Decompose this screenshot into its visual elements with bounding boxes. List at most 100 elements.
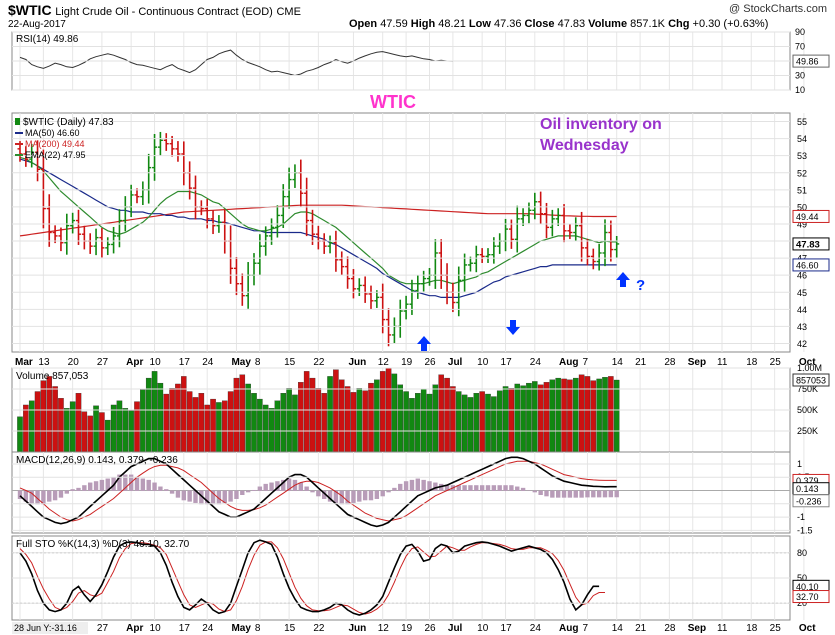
volume-bar [543,382,550,453]
macd-tick-label: 1 [797,459,802,469]
price-bar [239,273,245,306]
volume-bar [23,404,29,453]
bottom-x-axis: 2027Apr101724May81522Jun121926Jul101724A… [68,623,817,634]
macd-histogram-bar [602,490,608,498]
macd-histogram-bar [345,490,350,505]
macd-histogram-bar [433,482,438,492]
volume-bar [473,393,480,453]
macd-histogram-bar [41,490,46,505]
sto-tick-label: 50 [797,573,807,583]
price-bar [210,210,216,235]
volume-bar [356,388,363,453]
macd-histogram-bar [386,490,391,493]
volume-bar [491,396,497,453]
price-tick-label: 55 [797,117,807,127]
macd-histogram-bar [444,485,450,492]
volume-bar [198,393,205,453]
volume-bar [409,398,415,453]
price-bar [520,208,526,227]
price-bar [64,213,70,255]
volume-tick-label: 1.00M [797,363,822,373]
macd-histogram-bar [29,490,34,505]
volume-bar [116,400,123,453]
macd-histogram-bar [76,487,81,492]
macd-histogram-bar [403,481,409,492]
rsi-tick-label: 10 [795,85,805,95]
note-line-2: Wednesday [540,137,629,154]
volume-bar [105,419,111,453]
macd-histogram-bar [234,490,239,499]
volume-bar [262,404,269,453]
macd-histogram-bar [474,485,479,492]
x-tick-label: Jun [348,357,366,368]
price-bar [590,248,596,270]
price-bar [374,290,380,308]
macd-histogram-bar [509,485,514,492]
volume-bar [467,397,474,453]
bottom-x-tick-label: 18 [746,623,758,634]
volume-bar [461,394,468,453]
price-bar [52,225,58,244]
ma50-last-value: 46.60 [796,260,819,270]
volume-bar [181,376,187,453]
volume-bar [608,376,614,453]
ma50-last-value-box [792,258,830,272]
price-bar [386,308,392,347]
x-tick-label: 11 [717,357,728,368]
x-tick-label: Apr [126,357,143,368]
macd-hist-last-value-box [792,494,830,508]
macd-histogram-bar [322,490,327,499]
price-tick-label: 54 [797,134,807,144]
macd-histogram-bar [70,489,75,492]
macd-histogram-bar [181,490,186,501]
volume-bar [163,393,169,453]
macd-histogram-bar [550,490,555,498]
macd-histogram-bar [608,490,614,498]
price-bar [573,217,579,241]
macd-histogram-bar [479,485,485,492]
x-tick-label: 12 [378,357,390,368]
sto-d-last-value: 32.70 [796,592,819,602]
macd-histogram-bar [52,490,58,501]
volume-bar [368,382,374,453]
bottom-x-tick-label: 10 [150,623,162,634]
volume-bar [28,400,35,453]
volume-bar [134,401,140,453]
exchange: CME [276,6,301,18]
price-bar [169,135,175,157]
volume-bar [327,376,333,453]
macd-histogram-bar [240,490,245,495]
price-bar [356,278,362,297]
volume-tick-label: 250K [797,426,818,436]
price-tick-label: 46 [797,271,807,281]
volume-bar [186,391,193,453]
price-bar [538,191,544,224]
volume-bar [298,382,304,453]
bottom-x-tick-label: 24 [530,623,542,634]
volume-bar [374,379,380,453]
volume-bar [239,374,246,453]
macd-histogram-bar [17,490,23,499]
macd-histogram-bar [263,483,268,492]
legend-ma200: MA(200) 49.44 [25,139,85,149]
volume-bar [596,378,602,453]
price-bar [286,167,292,209]
bottom-x-tick-label: 12 [378,623,390,634]
macd-histogram-bar [64,490,69,494]
bottom-x-tick-label: 10 [477,623,489,634]
volume-bar [561,378,567,453]
x-tick-label: 19 [401,357,413,368]
macd-histogram-bar [152,482,157,492]
macd-tick-label: -1 [797,512,805,522]
volume-bar [420,388,427,453]
price-bar [579,211,585,262]
bottom-x-tick-label: 14 [612,623,624,634]
macd-histogram-bar [333,490,339,503]
macd-histogram-bar [93,481,99,492]
macd-histogram-bar [228,490,233,502]
bottom-x-tick-label: 17 [179,623,191,634]
macd-histogram-bar [210,490,216,505]
volume-bar [210,398,216,453]
macd-histogram-bar [374,490,380,499]
